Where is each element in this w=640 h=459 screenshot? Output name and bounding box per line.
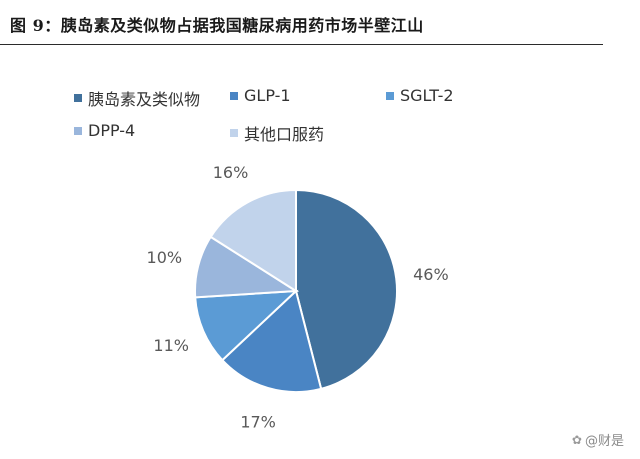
legend-item-dpp4: DPP-4 [74, 121, 135, 140]
data-label-insulin: 46% [413, 265, 449, 284]
legend-item-other-oral: 其他口服药 [230, 121, 324, 145]
legend-swatch [230, 129, 238, 137]
pie-slice-insulin [295, 188, 399, 391]
legend-item-insulin: 胰岛素及类似物 [74, 86, 200, 110]
legend-swatch [230, 91, 238, 100]
legend-item-glp1: GLP-1 [230, 86, 291, 105]
legend-label: GLP-1 [244, 86, 291, 105]
legend-label: 其他口服药 [244, 125, 325, 144]
legend-item-sglt2: SGLT-2 [386, 86, 454, 105]
legend-swatch [74, 94, 82, 102]
pie-slice-other-oral [209, 188, 297, 293]
data-label-other-oral: 16% [213, 163, 249, 182]
camera-flower-icon: ✿ [571, 432, 582, 447]
title-underline [0, 44, 603, 45]
data-label-dpp4: 10% [147, 248, 183, 267]
watermark: ✿ @财是 [571, 430, 624, 450]
pie-slice-glp1 [220, 289, 323, 394]
data-label-sglt2: 11% [153, 336, 189, 355]
legend-swatch [74, 126, 82, 135]
data-label-glp1: 17% [240, 413, 276, 432]
watermark-text: @财是 [584, 434, 624, 449]
pie-slice-sglt2 [194, 289, 299, 362]
chart-legend: 胰岛素及类似物 GLP-1 SGLT-2 DPP-4 其他口服药 [74, 86, 514, 146]
figure-title: 图 9：胰岛素及类似物占据我国糖尿病用药市场半壁江山 [10, 16, 424, 35]
legend-label: 胰岛素及类似物 [88, 90, 201, 109]
legend-label: SGLT-2 [400, 86, 454, 105]
legend-swatch [386, 91, 394, 100]
legend-label: DPP-4 [88, 121, 136, 140]
